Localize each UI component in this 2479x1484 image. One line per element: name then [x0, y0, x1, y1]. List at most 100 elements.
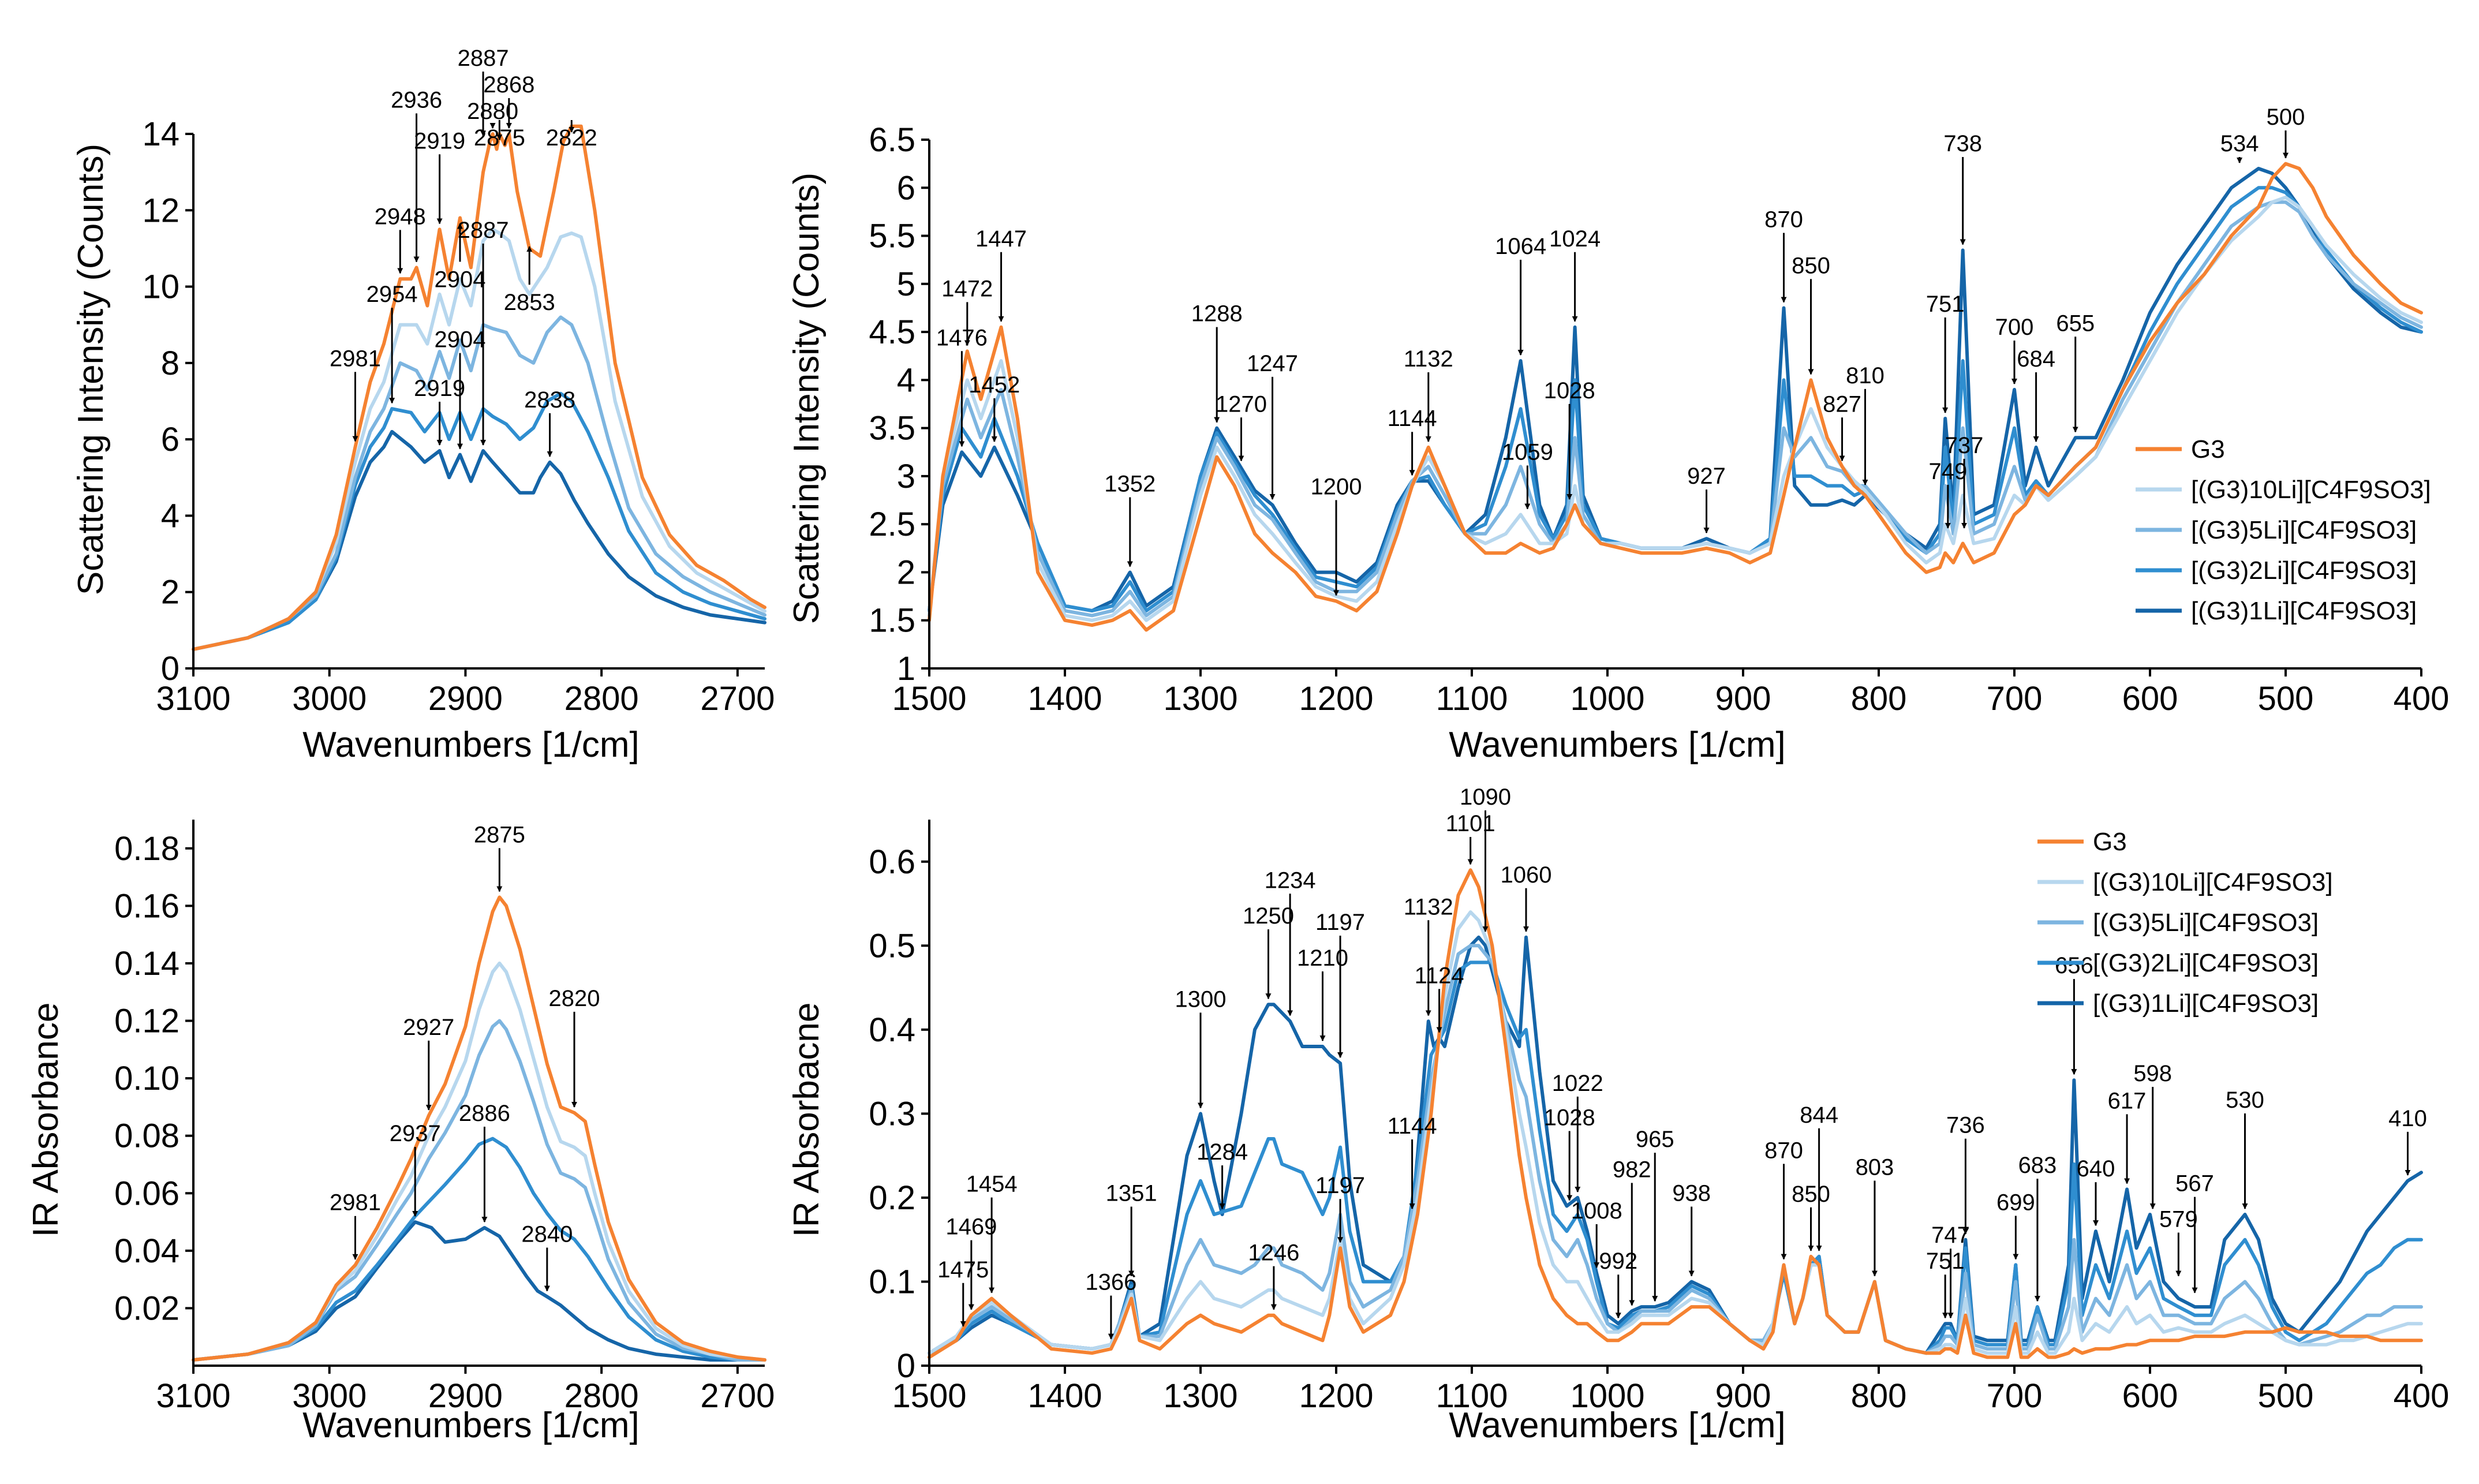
raman-fp-x-tick-label: 800: [1851, 680, 1907, 717]
raman-ch-x-tick-label: 3100: [156, 680, 230, 717]
legend-label-g3-1li: [(G3)1Li][C4F9SO3]: [2093, 989, 2319, 1018]
ir-ch-line-g3-2li: [192, 1137, 766, 1362]
raman-ch-y-tick-label: 10: [142, 268, 180, 306]
ir-fp-x-tick-label: 600: [2122, 1377, 2178, 1415]
raman-fp-axes: 1500 1400 1300 1200 1100 1000 900 800 700 600 500 4…: [869, 121, 2449, 717]
raman-fp-x-tick-label: 700: [1987, 680, 2043, 717]
ir-fp-annotation-label: 747: [1931, 1223, 1970, 1248]
ir-ch-axes: 3100 3000 2900 2800 2700 0.02 0.04 0.06 0.08 0.10…: [114, 820, 775, 1415]
raman-ch-ylabel: Scattering Intensity (Counts): [71, 144, 111, 595]
ir-fp-annotation-label: 1475: [937, 1257, 989, 1283]
ir-ch-annotation-label: 2981: [330, 1190, 381, 1216]
raman-fp-annotation-label: 749: [1928, 459, 1967, 484]
raman-ch-y-tick-label: 0: [161, 650, 180, 687]
ir-fp-y-tick-label: 0.3: [869, 1095, 915, 1132]
ir-ch-xlabel: Wavenumbers [1/cm]: [302, 1405, 639, 1445]
raman-fp-annotation-label: 1270: [1216, 391, 1267, 417]
ir-ch-annotation-label: 2840: [521, 1222, 573, 1247]
ir-fp-annotation-label: 1300: [1175, 986, 1227, 1012]
ir-ch-line-g3-10li: [192, 961, 766, 1362]
ir-fp-annotation-label: 1197: [1315, 1173, 1365, 1198]
ir-ch-annotations: 2875 2927 2820 2981 2937 2886 2840: [330, 822, 600, 1292]
ir-fp-y-tick-label: 0.6: [869, 843, 915, 881]
ir-ch-line-g3-1li: [192, 1220, 766, 1362]
raman-fp-annotation-label: 1028: [1544, 378, 1595, 403]
raman-fp-annotation-label: 751: [1926, 291, 1965, 317]
ir-fp-annotation-label: 736: [1946, 1113, 1985, 1138]
ir-fp-annotation-label: 1132: [1404, 894, 1453, 919]
ir-fp-annotation-label: 567: [2175, 1171, 2214, 1197]
ir-fp-annotation-label: 683: [2018, 1153, 2057, 1178]
legend-label-g3-5li: [(G3)5Li][C4F9SO3]: [2093, 909, 2319, 937]
raman-ch-series: [192, 124, 766, 651]
ir-ch-annotation-label: 2937: [390, 1121, 441, 1146]
raman-fp-legend: G3 [(G3)10Li][C4F9SO3] [(G3)5Li][C4F9SO3…: [2136, 435, 2431, 625]
legend-label-g3: G3: [2093, 828, 2127, 856]
ir-fp-line-g3: [928, 868, 2423, 1359]
ir-fp-x-tick-label: 1200: [1299, 1377, 1373, 1415]
raman-fp-annotation-label: 1472: [941, 276, 993, 301]
ir-fp-x-tick-label: 900: [1715, 1377, 1771, 1415]
ir-ch-x-tick-label: 3000: [292, 1377, 367, 1415]
raman-fp-x-tick-label: 500: [2258, 680, 2314, 717]
ir-ch-annotation-label: 2927: [403, 1015, 454, 1040]
ir-fp-annotation-label: 1124: [1415, 963, 1464, 988]
ir-fp-annotation-label: 1144: [1388, 1113, 1437, 1139]
raman-ch-x-tick-label: 2700: [700, 680, 775, 717]
raman-ch-y-tick-label: 2: [161, 574, 180, 611]
raman-fp-panel: 1500 1400 1300 1200 1100 1000 900 800 700 600 500 4…: [787, 104, 2449, 765]
ir-fp-axes: 1500 1400 1300 1200 1100 1000 900 800 700 600 500 4…: [869, 820, 2449, 1415]
raman-fp-y-tick-label: 5.5: [869, 218, 915, 255]
raman-fp-annotation-label: 810: [1846, 363, 1885, 388]
raman-fp-annotation-label: 737: [1945, 433, 1984, 458]
ir-ch-x-tick-label: 2900: [428, 1377, 503, 1415]
raman-ch-y-tick-label: 12: [142, 192, 180, 229]
raman-fp-y-tick-label: 2.5: [869, 506, 915, 543]
ir-fp-x-tick-label: 500: [2258, 1377, 2314, 1415]
raman-fp-annotation-label: 1476: [936, 325, 988, 350]
ir-fp-annotation-label: 870: [1764, 1138, 1803, 1163]
ir-fp-annotation-label: 938: [1672, 1180, 1711, 1206]
ir-fp-x-tick-label: 400: [2394, 1377, 2450, 1415]
ir-fp-legend: G3 [(G3)10Li][C4F9SO3] [(G3)5Li][C4F9SO3…: [2037, 828, 2333, 1018]
raman-fp-line-g3-10li: [928, 195, 2423, 622]
raman-fp-annotation-label: 850: [1792, 253, 1830, 278]
ir-fp-x-tick-label: 700: [1987, 1377, 2043, 1415]
ir-fp-annotation-label: 850: [1792, 1182, 1830, 1207]
raman-fp-annotation-label: 1452: [969, 372, 1020, 398]
raman-ch-annotation-label: 2838: [524, 387, 575, 413]
ir-ch-y-tick-label: 0.10: [114, 1060, 180, 1097]
ir-fp-annotation-label: 1246: [1248, 1240, 1299, 1266]
raman-fp-x-tick-label: 1500: [892, 680, 966, 717]
ir-fp-annotation-label: 640: [2077, 1156, 2115, 1182]
raman-ch-xlabel: Wavenumbers [1/cm]: [302, 725, 639, 765]
raman-fp-annotation-label: 1144: [1388, 406, 1437, 431]
ir-ch-line-g3: [192, 895, 766, 1362]
ir-fp-x-tick-label: 1100: [1436, 1377, 1508, 1415]
raman-ch-annotation-label: 2948: [375, 204, 426, 229]
ir-fp-line-g3-10li: [928, 910, 2423, 1355]
raman-ch-annotation-label: 2904: [435, 267, 486, 293]
ir-fp-annotation-label: 1197: [1315, 910, 1365, 935]
ir-fp-line-g3-1li: [928, 935, 2423, 1355]
ir-fp-annotation-label: 751: [1926, 1248, 1965, 1274]
ir-fp-annotation-label: 1090: [1460, 784, 1511, 810]
raman-fp-y-tick-label: 3.5: [869, 410, 915, 447]
raman-fp-y-tick-label: 4: [897, 361, 915, 399]
raman-fp-x-tick-label: 600: [2122, 680, 2178, 717]
ir-fp-annotation-label: 699: [1996, 1190, 2035, 1215]
ir-fp-series: [928, 868, 2423, 1359]
ir-fp-x-tick-label: 1400: [1027, 1377, 1102, 1415]
raman-fp-annotation-label: 500: [2267, 104, 2305, 130]
legend-label-g3-2li: [(G3)2Li][C4F9SO3]: [2191, 556, 2417, 585]
ir-ch-x-tick-label: 2700: [700, 1377, 775, 1415]
raman-ch-axes: 3100 3000 2900 2800 2700 0 2 4 6 8 10 12 14: [142, 115, 775, 717]
raman-fp-annotation-label: 827: [1823, 391, 1861, 417]
raman-ch-line-g3-1li: [192, 429, 766, 651]
ir-ch-annotation-label: 2820: [549, 986, 600, 1011]
raman-fp-annotation-label: 534: [2220, 131, 2259, 156]
ir-fp-annotation-label: 530: [2226, 1087, 2264, 1113]
raman-fp-annotation-label: 655: [2056, 311, 2095, 336]
raman-fp-x-tick-label: 1100: [1436, 680, 1508, 717]
ir-fp-x-tick-label: 1500: [892, 1377, 966, 1415]
